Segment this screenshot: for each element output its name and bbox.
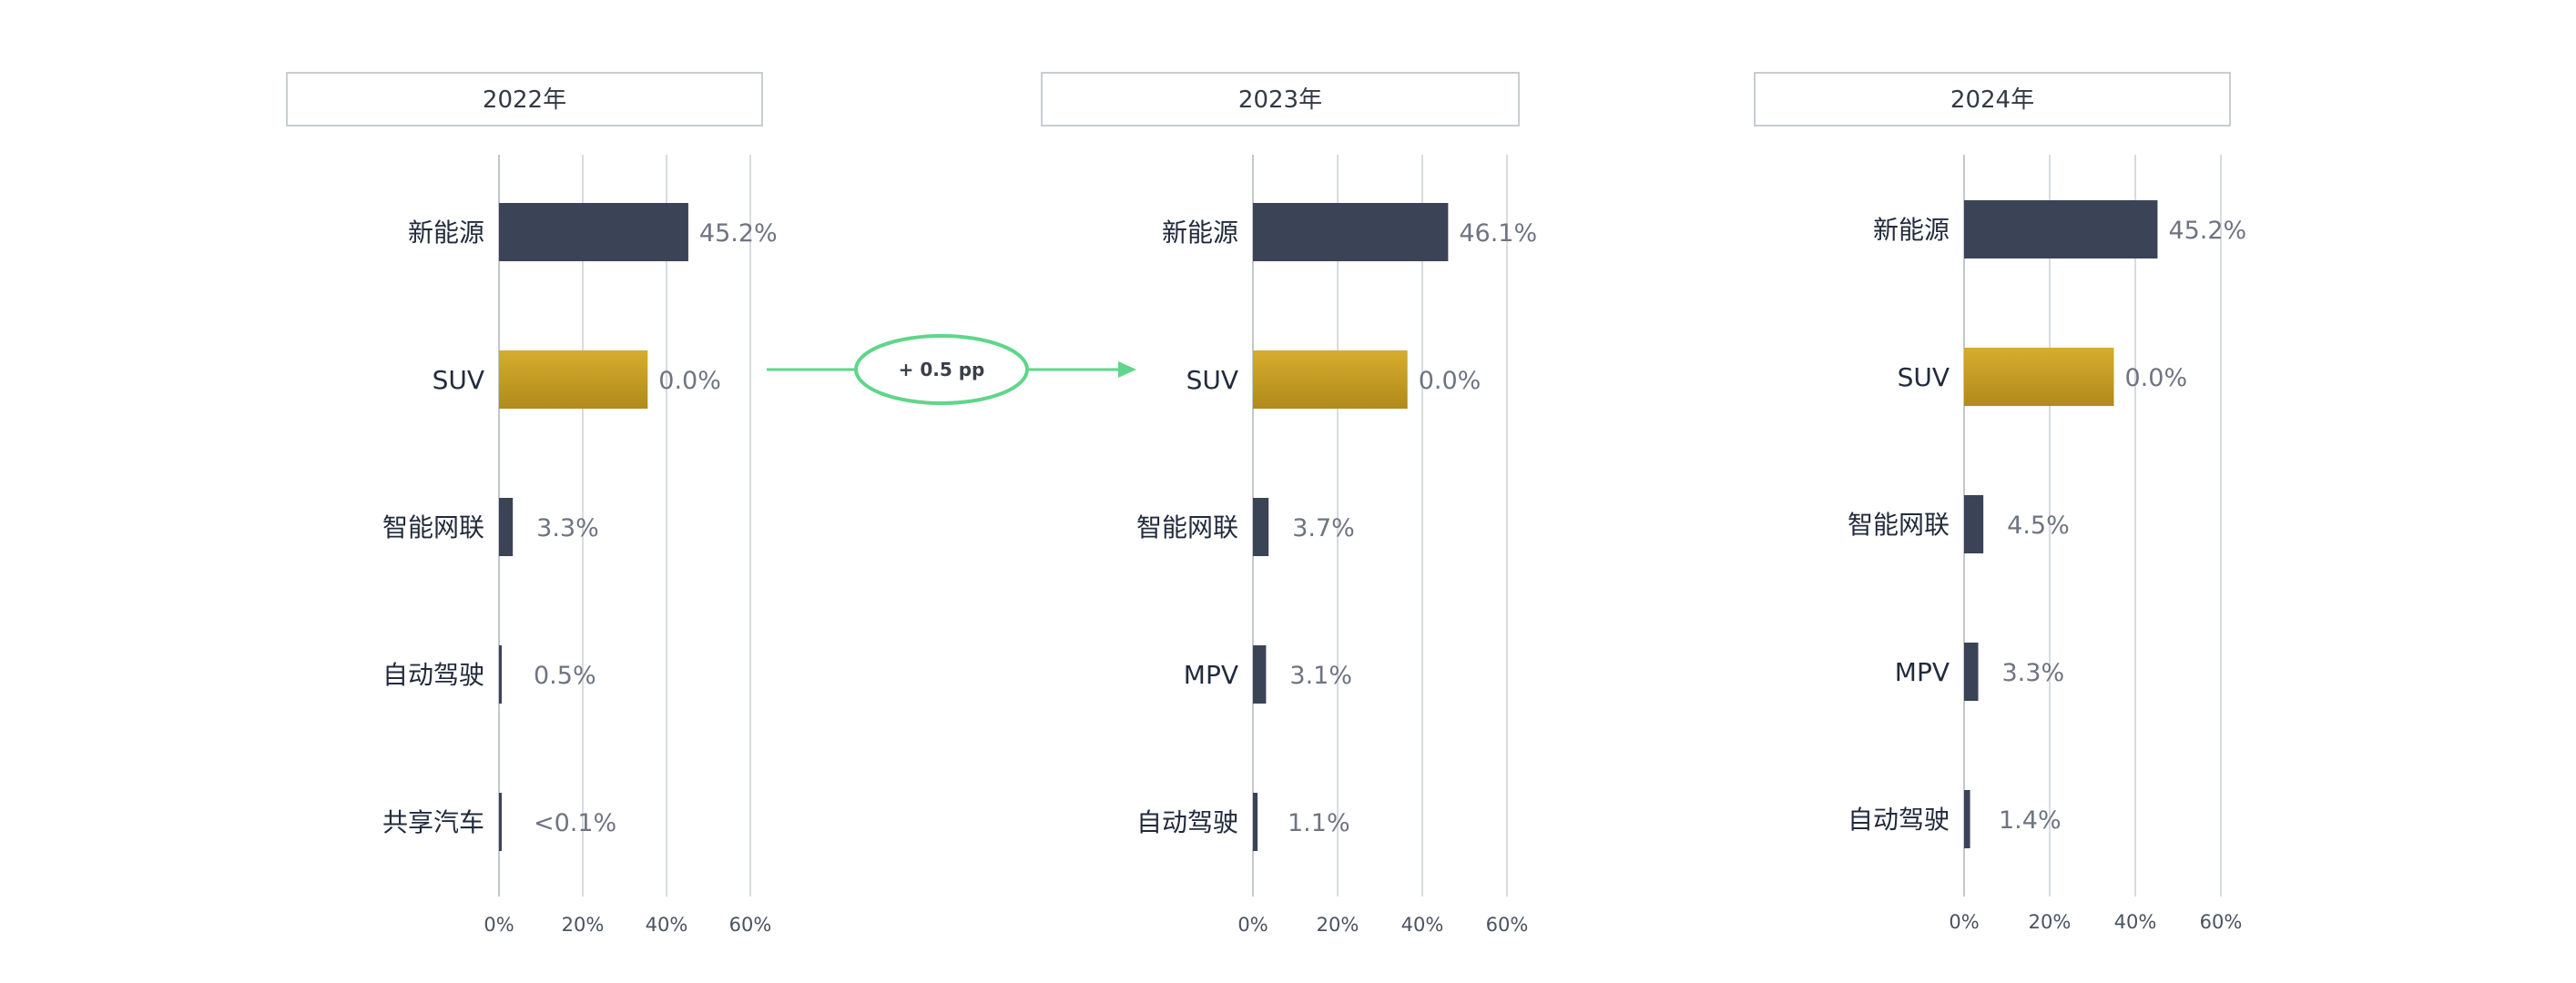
- category-label: SUV: [1898, 362, 1950, 392]
- value-label: 4.5%: [2007, 512, 2070, 540]
- x-tick-label: 40%: [646, 914, 688, 936]
- arrow-head-icon: [1118, 361, 1136, 378]
- bar: [1964, 790, 1970, 848]
- value-label: 3.7%: [1292, 514, 1355, 542]
- category-label: 智能网联: [1848, 510, 1950, 540]
- bar: [1964, 495, 1984, 553]
- panel-title: 2023年: [1238, 86, 1322, 114]
- panel-title-box: [1041, 72, 1520, 127]
- bar: [1964, 643, 1979, 701]
- x-tick-label: 0%: [484, 914, 514, 936]
- bar: [1253, 203, 1449, 261]
- value-label: 0.0%: [2125, 364, 2188, 392]
- bar: [499, 203, 688, 261]
- value-label: 3.3%: [536, 514, 599, 542]
- x-tick-label: 40%: [1401, 914, 1444, 936]
- value-label: 3.1%: [1289, 662, 1352, 690]
- category-label: 自动驾驶: [382, 660, 484, 690]
- value-label: 0.5%: [534, 662, 596, 690]
- category-label: 自动驾驶: [1136, 807, 1238, 837]
- category-label: 新能源: [408, 218, 484, 248]
- bar: [1253, 645, 1267, 704]
- x-tick-label: 20%: [2029, 911, 2072, 933]
- x-tick-label: 20%: [562, 914, 605, 936]
- category-label: 智能网联: [1136, 512, 1238, 542]
- bar: [499, 645, 502, 704]
- value-label: 0.0%: [1419, 367, 1481, 395]
- bar: [499, 793, 502, 851]
- category-label: 新能源: [1873, 215, 1950, 245]
- value-label: 0.0%: [658, 367, 721, 395]
- value-label: 1.1%: [1288, 809, 1350, 837]
- bar: [499, 350, 648, 409]
- panel-2022: 2022年 0% 20% 40% 60% 新能源 45.2% SUV 0.0% 智能网联 3.3%…: [286, 72, 778, 936]
- panel-2024: 2024年 0% 20% 40% 60% 新能源 45.2% SUV 0.0% 智能网联 4.5%…: [1754, 72, 2246, 933]
- value-label: <0.1%: [534, 809, 616, 837]
- value-label: 45.2%: [699, 219, 778, 248]
- change-annotation: + 0.5 pp: [767, 334, 1136, 405]
- bar: [1253, 498, 1269, 556]
- category-label: 智能网联: [382, 512, 484, 542]
- value-label: 45.2%: [2168, 217, 2246, 245]
- category-label: 自动驾驶: [1848, 805, 1950, 835]
- category-label: MPV: [1895, 657, 1950, 687]
- category-label: SUV: [433, 365, 484, 395]
- bar: [1964, 200, 2158, 258]
- bar: [1253, 350, 1408, 409]
- value-label: 1.4%: [1999, 806, 2062, 835]
- panel-title-box: [286, 72, 763, 127]
- bar: [499, 498, 514, 556]
- category-label: 新能源: [1162, 218, 1238, 248]
- panel-title: 2022年: [483, 86, 566, 114]
- panel-title-box: [1754, 72, 2231, 127]
- delta-label: + 0.5 pp: [899, 359, 985, 380]
- x-tick-label: 20%: [1317, 914, 1359, 936]
- category-label: SUV: [1186, 365, 1238, 395]
- delta-bubble: [854, 334, 1029, 405]
- category-label: 共享汽车: [382, 807, 484, 837]
- x-tick-label: 0%: [1949, 911, 1979, 933]
- x-tick-label: 60%: [1486, 914, 1529, 936]
- x-tick-label: 60%: [2200, 911, 2243, 933]
- x-tick-label: 40%: [2114, 911, 2157, 933]
- x-tick-label: 60%: [729, 914, 772, 936]
- panel-title: 2024年: [1950, 86, 2034, 114]
- panel-2023: 2023年 0% 20% 40% 60% 新能源 46.1% SUV 0.0% 智能网联 3.7%…: [1041, 72, 1537, 936]
- category-label: MPV: [1184, 660, 1238, 690]
- value-label: 46.1%: [1459, 219, 1537, 248]
- x-tick-label: 0%: [1237, 914, 1268, 936]
- bar: [1964, 348, 2114, 406]
- bar: [1253, 793, 1258, 851]
- value-label: 3.3%: [2002, 659, 2065, 687]
